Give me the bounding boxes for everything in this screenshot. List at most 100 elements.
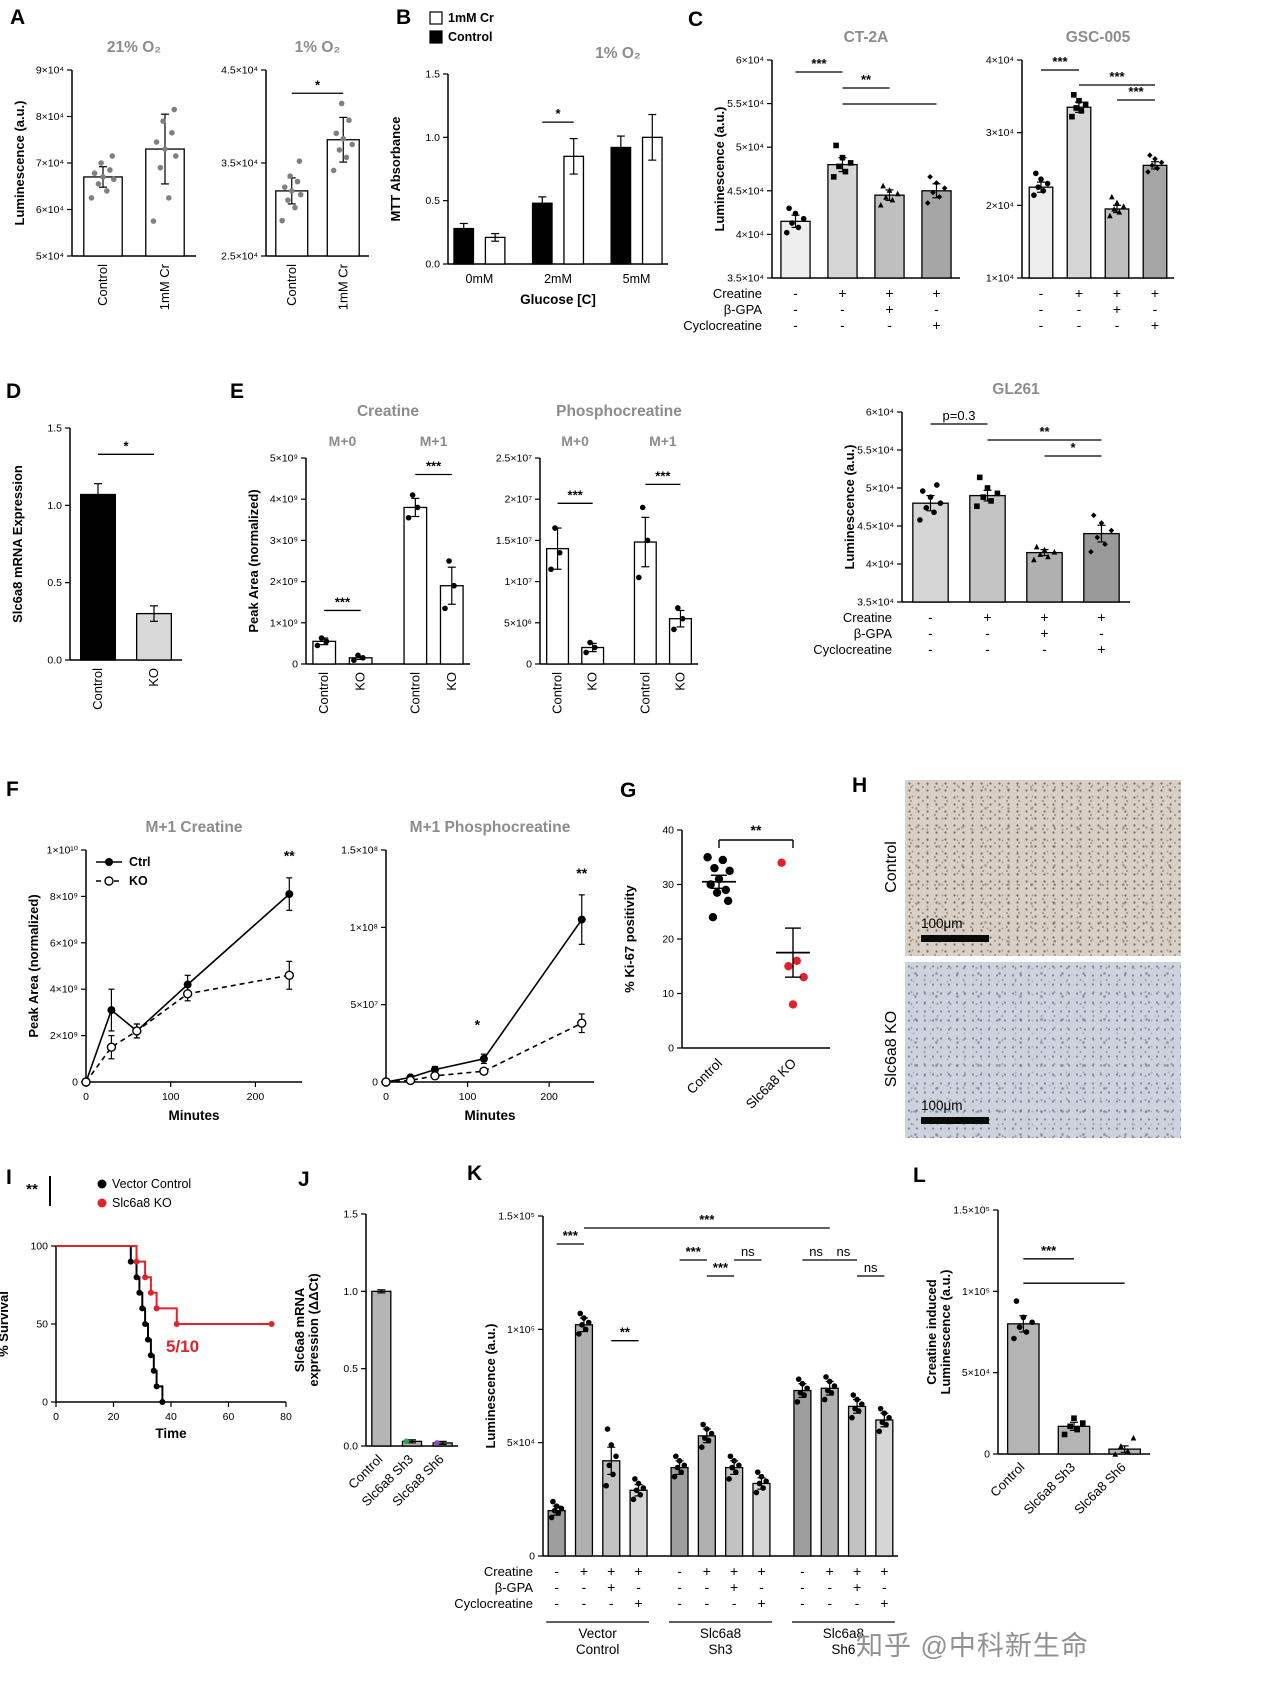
svg-text:Creatine: Creatine bbox=[713, 286, 762, 301]
svg-text:Luminescence (a.u.): Luminescence (a.u.) bbox=[938, 1270, 953, 1395]
svg-text:+: + bbox=[607, 1579, 615, 1595]
svg-text:***: *** bbox=[335, 594, 351, 609]
svg-text:+: + bbox=[983, 609, 991, 625]
svg-text:5×10⁴: 5×10⁴ bbox=[507, 1437, 535, 1449]
chart-k-luminescence: 0 5×10⁴ 1×10⁵ 1.5×10⁵ Luminescence (a.u.) Cre… bbox=[454, 1172, 908, 1692]
svg-text:1×10⁴: 1×10⁴ bbox=[986, 273, 1014, 285]
svg-text:+: + bbox=[1097, 609, 1105, 625]
svg-text:Slc6a8 mRNA Expression: Slc6a8 mRNA Expression bbox=[10, 465, 25, 623]
svg-text:***: *** bbox=[1128, 84, 1144, 99]
svg-text:6×10⁹: 6×10⁹ bbox=[50, 937, 78, 949]
svg-text:+: + bbox=[634, 1563, 642, 1579]
svg-text:+: + bbox=[885, 285, 893, 301]
svg-text:+: + bbox=[1075, 285, 1083, 301]
svg-text:5×10⁶: 5×10⁶ bbox=[504, 617, 532, 629]
svg-text:2.5×10⁴: 2.5×10⁴ bbox=[221, 251, 258, 263]
svg-text:Slc6a8: Slc6a8 bbox=[823, 1626, 864, 1641]
svg-text:2×10⁹: 2×10⁹ bbox=[50, 1030, 78, 1042]
svg-text:-: - bbox=[1115, 317, 1120, 333]
svg-text:*: * bbox=[555, 106, 561, 121]
svg-text:4×10⁴: 4×10⁴ bbox=[986, 55, 1014, 67]
svg-text:***: *** bbox=[699, 1212, 715, 1227]
svg-text:+: + bbox=[730, 1579, 738, 1595]
svg-text:-: - bbox=[705, 1579, 710, 1595]
svg-text:-: - bbox=[928, 625, 933, 641]
svg-text:+: + bbox=[580, 1563, 588, 1579]
svg-text:-: - bbox=[800, 1563, 805, 1579]
svg-text:8×10⁹: 8×10⁹ bbox=[50, 891, 78, 903]
svg-text:20: 20 bbox=[108, 1411, 120, 1423]
svg-text:ns: ns bbox=[741, 1244, 755, 1259]
svg-text:-: - bbox=[1039, 317, 1044, 333]
panel-label-l: L bbox=[913, 1164, 926, 1187]
svg-text:-: - bbox=[1099, 625, 1104, 641]
svg-text:***: *** bbox=[568, 487, 584, 502]
svg-text:-: - bbox=[677, 1579, 682, 1595]
svg-text:KO: KO bbox=[444, 672, 459, 691]
svg-text:-: - bbox=[840, 301, 845, 317]
svg-text:3×10⁹: 3×10⁹ bbox=[270, 535, 298, 547]
svg-text:+: + bbox=[853, 1563, 861, 1579]
chart-f-m1-phosphocreatine: M+1 Phosphocreatine 0 5×10⁷ 1×10⁸ 1.5×10⁸ 0 10… bbox=[320, 798, 608, 1144]
svg-text:-: - bbox=[554, 1595, 559, 1611]
svg-text:5×10⁴: 5×10⁴ bbox=[962, 1367, 990, 1379]
svg-text:+: + bbox=[1151, 285, 1159, 301]
svg-text:1mM Cr: 1mM Cr bbox=[448, 11, 494, 25]
histology-image-control: 100μm bbox=[905, 780, 1181, 956]
svg-text:40: 40 bbox=[165, 1411, 177, 1423]
svg-text:Creatine induced: Creatine induced bbox=[924, 1279, 939, 1385]
svg-text:+: + bbox=[826, 1563, 834, 1579]
svg-text:0: 0 bbox=[53, 1411, 59, 1423]
panel-label-c: C bbox=[688, 8, 704, 31]
svg-text:0: 0 bbox=[83, 1091, 89, 1103]
svg-text:1.5×10⁵: 1.5×10⁵ bbox=[953, 1205, 990, 1217]
svg-text:*: * bbox=[1070, 440, 1076, 455]
svg-text:1% O₂: 1% O₂ bbox=[595, 45, 641, 62]
panel-label-a: A bbox=[10, 6, 26, 29]
svg-text:Peak Area (normalized): Peak Area (normalized) bbox=[246, 489, 261, 632]
svg-text:***: *** bbox=[811, 56, 827, 71]
scale-bar bbox=[921, 935, 989, 942]
svg-text:-: - bbox=[887, 317, 892, 333]
svg-text:9×10⁴: 9×10⁴ bbox=[36, 65, 64, 77]
svg-text:+: + bbox=[1097, 641, 1105, 657]
svg-text:30: 30 bbox=[662, 879, 674, 891]
svg-text:β-GPA: β-GPA bbox=[724, 302, 763, 317]
svg-text:M+1: M+1 bbox=[649, 433, 677, 449]
chart-f-m1-creatine: M+1 Creatine 0 2×10⁹ 4×10⁹ 6×10⁹ 8×10⁹ 1×10¹⁰ 0… bbox=[14, 798, 316, 1144]
svg-text:Control: Control bbox=[407, 672, 422, 714]
svg-text:2.5×10⁷: 2.5×10⁷ bbox=[496, 453, 532, 465]
svg-text:-: - bbox=[928, 609, 933, 625]
svg-text:2mM: 2mM bbox=[544, 272, 572, 286]
svg-text:80: 80 bbox=[280, 1411, 292, 1423]
svg-text:2×10⁷: 2×10⁷ bbox=[505, 494, 533, 506]
svg-text:6×10⁴: 6×10⁴ bbox=[36, 204, 64, 216]
svg-text:Luminescence (a.u.): Luminescence (a.u.) bbox=[483, 1324, 498, 1449]
svg-text:+: + bbox=[853, 1579, 861, 1595]
svg-text:-: - bbox=[582, 1595, 587, 1611]
svg-text:Sh3: Sh3 bbox=[708, 1642, 732, 1657]
svg-text:-: - bbox=[609, 1595, 614, 1611]
svg-text:5/10: 5/10 bbox=[166, 1337, 199, 1356]
svg-text:1mM Cr: 1mM Cr bbox=[157, 263, 172, 310]
svg-text:200: 200 bbox=[540, 1091, 558, 1103]
svg-text:10: 10 bbox=[662, 988, 674, 1000]
svg-text:***: *** bbox=[686, 1244, 702, 1259]
panel-label-f: F bbox=[6, 778, 19, 801]
svg-text:Minutes: Minutes bbox=[168, 1108, 219, 1123]
svg-text:M+1: M+1 bbox=[420, 433, 448, 449]
histology-label-control: Control bbox=[883, 841, 900, 893]
chart-c-ct2a: CT-2A 3.5×10⁴ 4×10⁴ 4.5×10⁴ 5×10⁴ 5.5×10⁴ 6×10… bbox=[683, 12, 966, 348]
svg-text:Slc6a8 KO: Slc6a8 KO bbox=[743, 1056, 799, 1112]
svg-text:60: 60 bbox=[223, 1411, 235, 1423]
chart-c-gsc005: GSC-005 1×10⁴ 2×10⁴ 3×10⁴ 4×10⁴ - + + + - - + - - - - + *… bbox=[968, 12, 1180, 348]
svg-text:**: ** bbox=[1039, 424, 1050, 439]
svg-text:**: ** bbox=[576, 865, 587, 881]
svg-text:1.5: 1.5 bbox=[425, 69, 440, 81]
svg-text:Peak Area (normalized): Peak Area (normalized) bbox=[26, 894, 41, 1037]
svg-text:-: - bbox=[554, 1579, 559, 1595]
svg-text:+: + bbox=[885, 301, 893, 317]
svg-text:**: ** bbox=[620, 1325, 631, 1340]
svg-text:*: * bbox=[315, 77, 321, 92]
